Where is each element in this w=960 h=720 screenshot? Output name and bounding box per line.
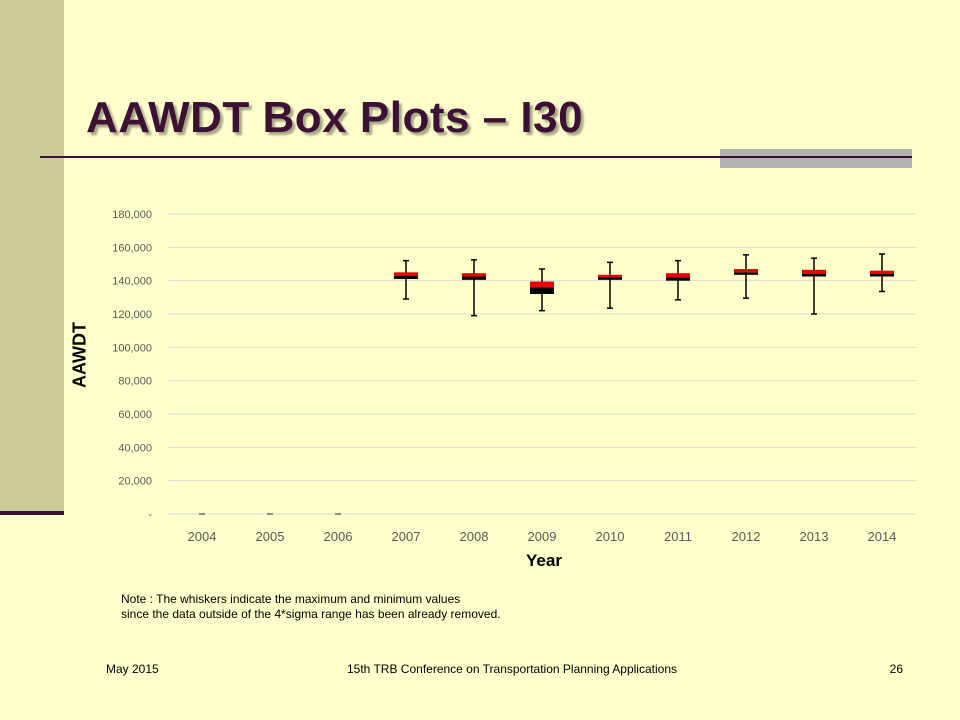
note-line-1: Note : The whiskers indicate the maximum… bbox=[121, 592, 461, 606]
box-lower-quartile bbox=[394, 275, 418, 279]
box-upper-quartile bbox=[870, 270, 894, 274]
box-lower-quartile bbox=[734, 272, 758, 275]
title-accent-bar bbox=[720, 149, 912, 168]
box-upper-quartile bbox=[394, 272, 418, 276]
footer-conference: 15th TRB Conference on Transportation Pl… bbox=[347, 662, 677, 676]
slide-title: AAWDT Box Plots – I30 bbox=[86, 93, 584, 142]
y-tick-label: 160,000 bbox=[112, 242, 152, 254]
box-upper-quartile bbox=[530, 281, 554, 288]
y-tick-label: 120,000 bbox=[112, 309, 152, 321]
slide-sidebar bbox=[0, 0, 64, 512]
y-tick-label: - bbox=[148, 509, 152, 521]
x-tick-label: 2011 bbox=[664, 529, 692, 544]
slide-number: 26 bbox=[889, 662, 903, 676]
x-tick-label: 2005 bbox=[256, 529, 285, 544]
x-tick-label: 2014 bbox=[868, 529, 897, 544]
x-tick-label: 2008 bbox=[460, 529, 489, 544]
y-tick-label: 20,000 bbox=[118, 476, 152, 488]
y-tick-label: 140,000 bbox=[112, 276, 152, 288]
x-tick-label: 2012 bbox=[732, 529, 761, 544]
x-axis-label: Year bbox=[526, 551, 562, 570]
title-rule bbox=[40, 156, 912, 158]
sidebar-divider bbox=[0, 511, 64, 515]
box-upper-quartile bbox=[666, 273, 690, 278]
box-upper-quartile bbox=[598, 274, 622, 278]
box-upper-quartile bbox=[802, 269, 826, 274]
title-accent-line bbox=[720, 156, 912, 158]
y-axis-label: AAWDT bbox=[69, 322, 90, 388]
x-tick-label: 2006 bbox=[324, 529, 353, 544]
y-tick-label: 60,000 bbox=[118, 409, 152, 421]
box-lower-quartile bbox=[530, 287, 554, 294]
footer-date: May 2015 bbox=[106, 662, 159, 676]
box-lower-quartile bbox=[802, 274, 826, 277]
box-upper-quartile bbox=[734, 269, 758, 273]
x-tick-label: 2013 bbox=[800, 529, 829, 544]
note-line-2: since the data outside of the 4*sigma ra… bbox=[121, 607, 501, 621]
box-lower-quartile bbox=[598, 277, 622, 280]
y-tick-label: 100,000 bbox=[112, 342, 152, 354]
chart-note: Note : The whiskers indicate the maximum… bbox=[121, 592, 501, 622]
box-upper-quartile bbox=[462, 273, 486, 277]
y-tick-label: 40,000 bbox=[118, 442, 152, 454]
box-lower-quartile bbox=[870, 274, 894, 277]
x-tick-label: 2010 bbox=[596, 529, 625, 544]
x-tick-label: 2007 bbox=[392, 529, 421, 544]
x-tick-label: 2009 bbox=[528, 529, 557, 544]
x-tick-label: 2004 bbox=[188, 529, 217, 544]
y-tick-label: 180,000 bbox=[112, 209, 152, 221]
y-tick-label: 80,000 bbox=[118, 376, 152, 388]
box-lower-quartile bbox=[462, 276, 486, 280]
box-lower-quartile bbox=[666, 277, 690, 281]
